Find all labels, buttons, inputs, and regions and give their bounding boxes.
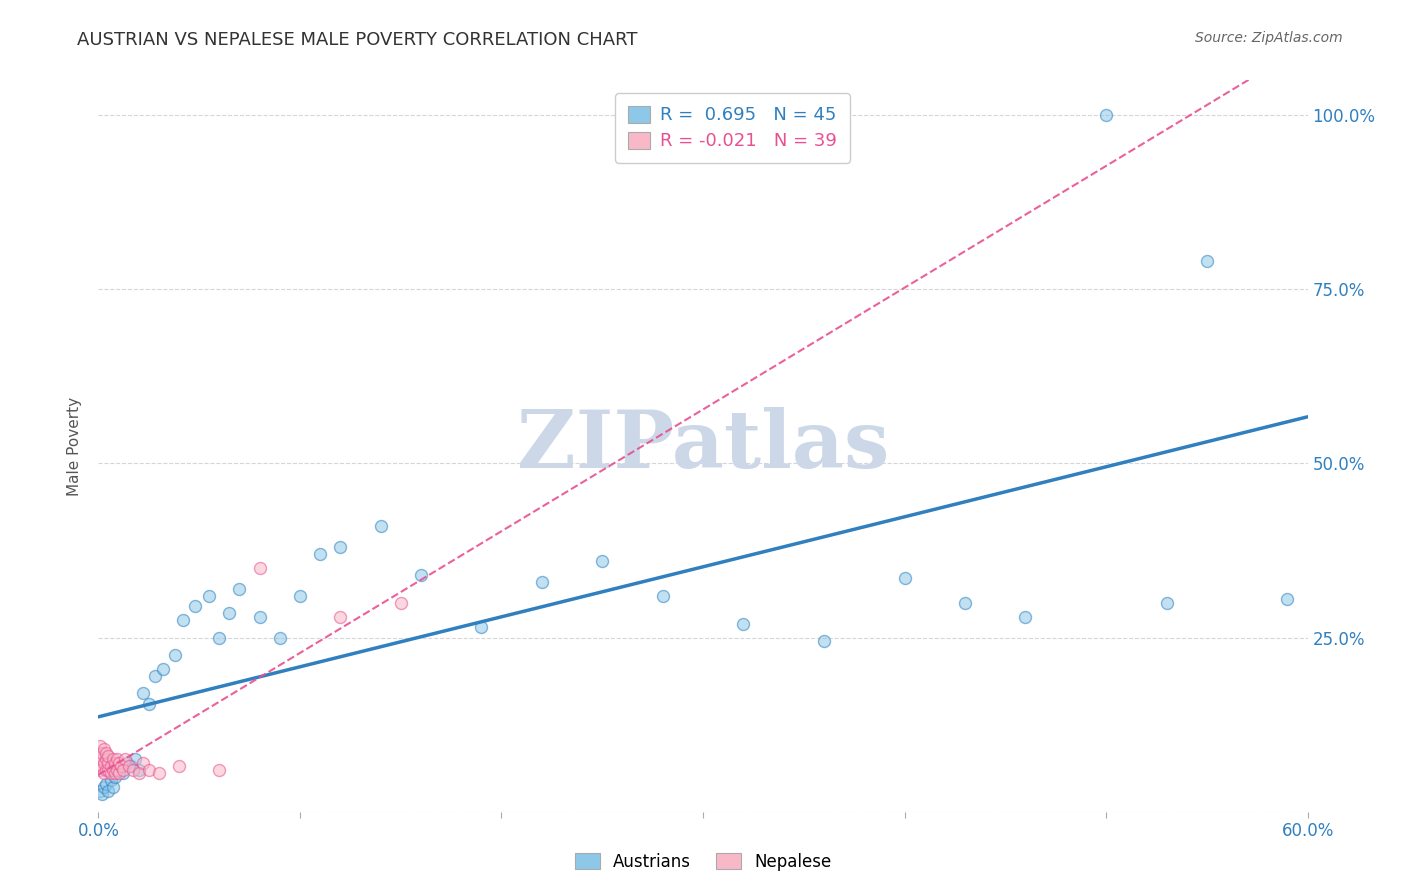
Point (132, 686, 155, 700)
Point (115, 756, 138, 770)
Point (143, 669, 166, 683)
Point (1277, 592, 1299, 607)
Point (103, 766, 125, 780)
Point (249, 561, 271, 575)
Point (107, 766, 129, 780)
Point (97, 763, 120, 777)
Point (530, 574, 553, 589)
Point (132, 756, 155, 770)
Point (1195, 254, 1218, 268)
Point (118, 759, 141, 773)
Point (89, 739, 111, 753)
Point (89, 763, 111, 777)
Point (89, 784, 111, 798)
Point (228, 582, 250, 596)
Point (269, 631, 291, 645)
Point (329, 540, 352, 554)
Point (218, 606, 240, 620)
Point (198, 589, 221, 603)
Legend: R =  0.695   N = 45, R = -0.021   N = 39: R = 0.695 N = 45, R = -0.021 N = 39 (616, 93, 851, 163)
Point (370, 519, 392, 533)
Point (389, 596, 412, 610)
Point (91, 787, 114, 801)
Point (167, 759, 190, 773)
Point (100, 759, 122, 773)
Point (105, 752, 128, 766)
Point (96, 746, 118, 760)
Point (96, 777, 118, 791)
Point (138, 697, 160, 711)
Point (128, 763, 150, 777)
Point (101, 763, 124, 777)
Point (172, 613, 194, 627)
Point (329, 609, 352, 624)
Point (93, 766, 115, 780)
Point (120, 759, 142, 773)
Point (184, 599, 207, 614)
Point (893, 571, 915, 585)
Point (124, 752, 146, 766)
Point (249, 609, 271, 624)
Point (93, 742, 115, 756)
Point (1095, 108, 1118, 122)
Point (97, 784, 120, 798)
Point (103, 756, 125, 770)
Point (89, 749, 111, 764)
Point (111, 763, 134, 777)
Point (100, 773, 122, 788)
Point (208, 631, 231, 645)
Point (91, 752, 114, 766)
Point (208, 763, 231, 777)
Point (96, 763, 118, 777)
Point (138, 763, 160, 777)
Point (813, 634, 835, 648)
Text: ZIPatlas: ZIPatlas (517, 407, 889, 485)
Point (111, 766, 134, 780)
Point (1014, 609, 1036, 624)
Point (591, 554, 613, 568)
Point (105, 763, 128, 777)
Point (152, 662, 174, 676)
Point (470, 620, 492, 634)
Point (1156, 596, 1178, 610)
Text: Source: ZipAtlas.com: Source: ZipAtlas.com (1195, 31, 1343, 45)
Point (309, 547, 332, 561)
Y-axis label: Male Poverty: Male Poverty (67, 396, 83, 496)
Point (101, 780, 124, 795)
Point (103, 770, 125, 784)
Text: AUSTRIAN VS NEPALESE MALE POVERTY CORRELATION CHART: AUSTRIAN VS NEPALESE MALE POVERTY CORREL… (77, 31, 638, 49)
Point (121, 763, 143, 777)
Point (107, 756, 129, 770)
Point (733, 616, 755, 631)
Point (110, 759, 132, 773)
Point (148, 766, 170, 780)
Point (953, 596, 976, 610)
Point (128, 766, 150, 780)
Point (101, 752, 124, 766)
Point (288, 589, 311, 603)
Point (97, 756, 120, 770)
Point (163, 648, 186, 662)
Point (100, 766, 122, 780)
Point (93, 780, 115, 795)
Legend: Austrians, Nepalese: Austrians, Nepalese (567, 845, 839, 880)
Point (651, 589, 673, 603)
Point (107, 763, 129, 777)
Point (97, 749, 120, 764)
Point (114, 752, 136, 766)
Point (91, 746, 114, 760)
Point (409, 567, 432, 582)
Point (93, 756, 115, 770)
Point (96, 752, 118, 766)
Point (91, 759, 114, 773)
